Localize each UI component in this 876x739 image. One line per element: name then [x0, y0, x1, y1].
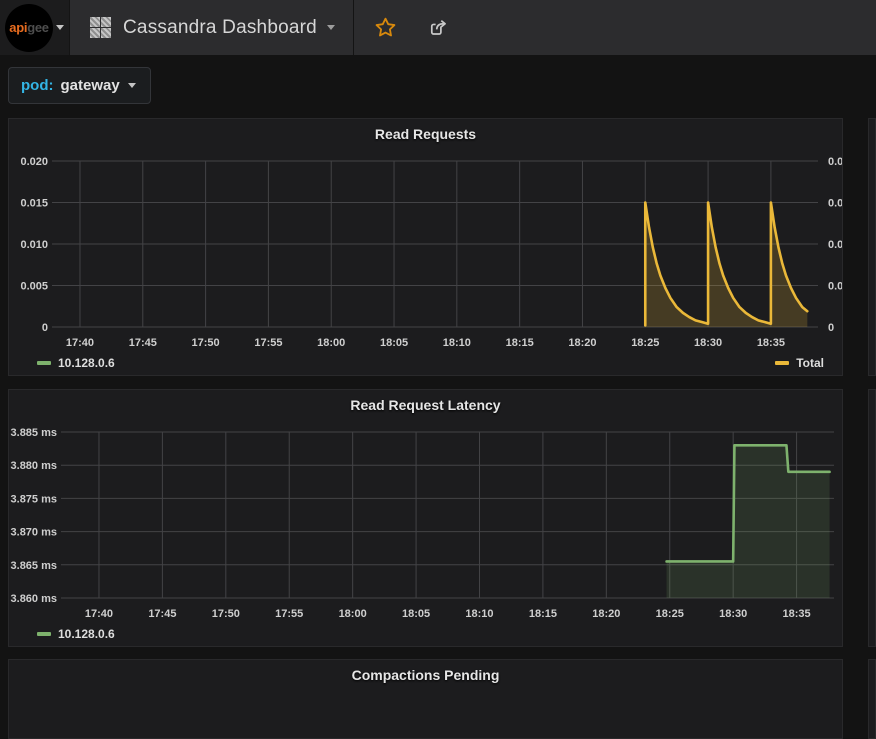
y-axis-right-tick-label: 0.010: [828, 239, 842, 251]
x-axis-tick-label: 18:00: [317, 337, 345, 349]
star-icon: [375, 17, 396, 37]
x-axis-tick-label: 18:35: [783, 608, 811, 620]
y-axis-tick-label: 0: [42, 322, 48, 334]
dashboard-picker[interactable]: Cassandra Dashboard: [70, 0, 354, 55]
panel-sliver: [868, 659, 876, 739]
x-axis-tick-label: 18:00: [339, 608, 367, 620]
panel-title[interactable]: Read Request Latency: [350, 397, 501, 413]
dashboard-title: Cassandra Dashboard: [123, 16, 317, 38]
template-variables-row: pod: gateway: [8, 67, 151, 104]
read-request-latency-chart[interactable]: 3.860 ms 3.865 ms 3.870 ms 3.875 ms 3.880 ms…: [9, 390, 842, 646]
pod-variable-label: pod:: [21, 77, 54, 94]
apigee-logo-text-api: api: [9, 20, 28, 35]
y-axis-right-tick-label: 0.015: [828, 198, 842, 210]
panel-sliver: [868, 389, 876, 647]
x-axis-tick-label: 17:45: [129, 337, 157, 349]
navbar-actions: [354, 0, 454, 55]
x-axis-tick-label: 18:25: [656, 608, 684, 620]
series-color-dash: [775, 361, 790, 365]
y-axis-tick-label: 3.875 ms: [11, 493, 57, 505]
x-axis-tick-label: 17:50: [192, 337, 220, 349]
panel-title[interactable]: Read Requests: [374, 126, 477, 142]
series-line-10.128.0.6: [665, 443, 831, 563]
panel-read-request-latency: Read Request Latency 3.860 ms 3.865 ms 3.8…: [8, 389, 843, 647]
y-axis-tick-label: 0.005: [20, 281, 48, 293]
x-axis-tick-label: 17:55: [275, 608, 303, 620]
x-axis-tick-label: 17:50: [212, 608, 240, 620]
y-axis-right-tick-label: 0.005: [828, 281, 842, 293]
x-axis-tick-label: 18:15: [506, 337, 534, 349]
series-area-10.128.0.6: [666, 445, 830, 598]
legend-item[interactable]: 10.128.0.6: [37, 627, 115, 641]
x-axis-tick-label: 18:30: [694, 337, 722, 349]
x-axis-tick-label: 18:05: [402, 608, 430, 620]
series-area-Total: [645, 202, 808, 327]
x-axis-tick-label: 18:20: [568, 337, 596, 349]
panel-read-requests: Read Requests 0 0 0.005 0.005 0.010 0.010 0.01…: [8, 118, 843, 376]
panel-title[interactable]: Compactions Pending: [351, 667, 500, 683]
pod-variable-dropdown[interactable]: pod: gateway: [8, 67, 151, 104]
x-axis-tick-label: 17:40: [66, 337, 94, 349]
series-color-dash: [37, 361, 51, 365]
top-navbar: api gee Cassandra Dashboard: [0, 0, 876, 55]
y-axis-right-tick-label: 0: [828, 322, 834, 334]
legend-label: Total: [796, 356, 824, 370]
legend-item[interactable]: 10.128.0.6: [37, 356, 115, 370]
x-axis-tick-label: 18:10: [465, 608, 493, 620]
apigee-logo-text-gee: gee: [27, 20, 49, 35]
x-axis-tick-label: 18:30: [719, 608, 747, 620]
panel-compactions-pending: Compactions Pending: [8, 659, 843, 739]
x-axis-tick-label: 18:10: [443, 337, 471, 349]
pod-variable-value: gateway: [60, 77, 120, 94]
x-axis-tick-label: 18:20: [592, 608, 620, 620]
y-axis-tick-label: 3.885 ms: [11, 427, 57, 439]
org-menu[interactable]: api gee: [0, 0, 70, 55]
x-axis-tick-label: 18:15: [529, 608, 557, 620]
legend-label: 10.128.0.6: [58, 356, 115, 370]
caret-down-icon: [326, 25, 335, 30]
y-axis-tick-label: 3.860 ms: [11, 593, 57, 605]
y-axis-tick-label: 3.870 ms: [11, 527, 57, 539]
panel-sliver: [868, 118, 876, 376]
y-axis-tick-label: 3.865 ms: [11, 560, 57, 572]
apigee-logo: api gee: [5, 3, 53, 52]
x-axis-tick-label: 17:45: [148, 608, 176, 620]
apps-grid-icon: [90, 17, 111, 38]
y-axis-right-tick-label: 0.020: [828, 156, 842, 168]
x-axis-tick-label: 18:25: [631, 337, 659, 349]
favorite-star-button[interactable]: [370, 12, 401, 43]
legend-label: 10.128.0.6: [58, 627, 115, 641]
x-axis-tick-label: 18:35: [757, 337, 785, 349]
x-axis-tick-label: 17:55: [254, 337, 282, 349]
series-line-Total: [643, 201, 809, 327]
share-dashboard-button[interactable]: [423, 12, 454, 43]
y-axis-tick-label: 0.010: [20, 239, 48, 251]
caret-down-icon: [56, 25, 64, 30]
y-axis-tick-label: 3.880 ms: [11, 460, 57, 472]
share-export-icon: [430, 20, 446, 35]
x-axis-tick-label: 17:40: [85, 608, 113, 620]
y-axis-tick-label: 0.020: [20, 156, 48, 168]
series-color-dash: [37, 632, 51, 636]
read-requests-chart[interactable]: 0 0 0.005 0.005 0.010 0.010 0.015 0.015 0.020 0.0…: [9, 119, 842, 375]
legend-item[interactable]: Total: [775, 356, 824, 370]
caret-down-icon: [127, 83, 136, 88]
x-axis-tick-label: 18:05: [380, 337, 408, 349]
y-axis-tick-label: 0.015: [20, 198, 48, 210]
